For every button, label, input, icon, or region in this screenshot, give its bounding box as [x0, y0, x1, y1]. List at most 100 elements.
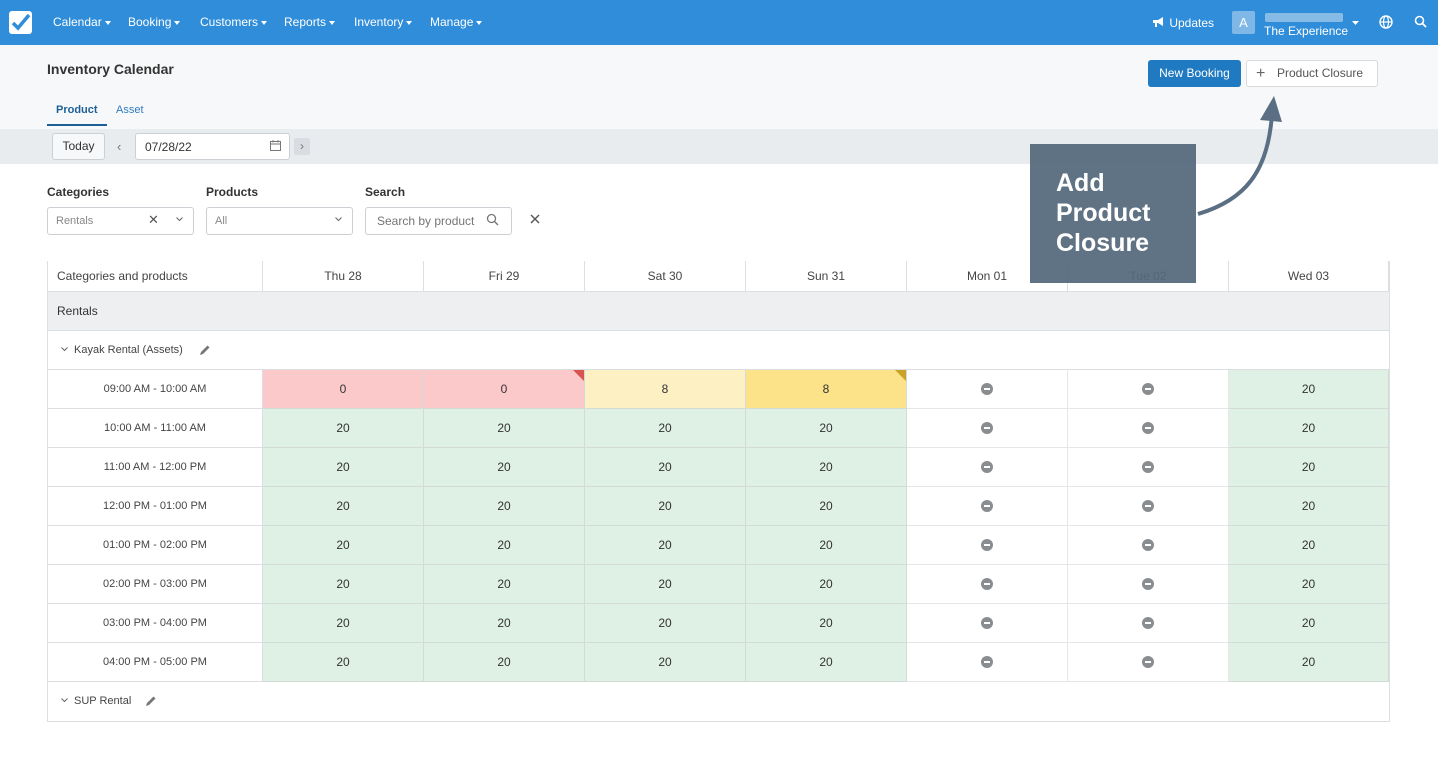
tab-product[interactable]: Product [47, 104, 107, 126]
availability-cell[interactable]: 20 [1229, 526, 1389, 565]
closed-slot-cell[interactable] [907, 487, 1068, 526]
availability-cell[interactable]: 20 [1229, 448, 1389, 487]
product-row-sup[interactable]: SUP Rental [48, 682, 1389, 721]
availability-cell[interactable]: 20 [1229, 643, 1389, 682]
availability-cell[interactable]: 20 [1229, 370, 1389, 409]
closed-slot-cell[interactable] [1068, 604, 1229, 643]
closed-slot-cell[interactable] [907, 604, 1068, 643]
clear-category-icon[interactable]: ✕ [148, 212, 159, 227]
availability-cell[interactable]: 20 [424, 448, 585, 487]
availability-cell[interactable]: 20 [263, 448, 424, 487]
pencil-icon[interactable] [145, 695, 157, 707]
availability-cell[interactable]: 20 [746, 409, 907, 448]
availability-cell[interactable]: 20 [585, 526, 746, 565]
globe-icon[interactable] [1379, 15, 1393, 29]
closed-slot-cell[interactable] [1068, 565, 1229, 604]
availability-cell[interactable]: 20 [424, 487, 585, 526]
closed-slot-cell[interactable] [1068, 409, 1229, 448]
availability-cell[interactable]: 20 [424, 409, 585, 448]
availability-cell[interactable]: 20 [585, 604, 746, 643]
nav-booking[interactable]: Booking [128, 15, 181, 29]
availability-cell[interactable]: 20 [1229, 565, 1389, 604]
closed-slot-cell[interactable] [1068, 526, 1229, 565]
availability-cell[interactable]: 20 [746, 448, 907, 487]
chevron-down-icon[interactable] [335, 217, 342, 222]
date-input[interactable] [135, 133, 290, 160]
closed-slot-cell[interactable] [1068, 448, 1229, 487]
availability-cell[interactable]: 20 [1229, 604, 1389, 643]
availability-cell[interactable]: 20 [263, 643, 424, 682]
chevron-left-icon[interactable]: ‹ [117, 139, 122, 154]
search-icon[interactable] [1414, 15, 1427, 28]
nav-inventory[interactable]: Inventory [354, 15, 413, 29]
avatar[interactable]: A [1232, 11, 1255, 34]
category-row-rentals[interactable]: Rentals [48, 292, 1389, 331]
closed-slot-cell[interactable] [907, 565, 1068, 604]
product-row-kayak[interactable]: Kayak Rental (Assets) [48, 331, 1389, 370]
closed-slot-cell[interactable] [907, 409, 1068, 448]
chevron-right-icon[interactable]: › [294, 138, 310, 155]
availability-cell[interactable]: 20 [263, 604, 424, 643]
tab-asset[interactable]: Asset [116, 104, 144, 116]
closed-slot-cell[interactable] [1068, 370, 1229, 409]
close-icon[interactable] [529, 213, 541, 225]
calendar-icon[interactable] [270, 140, 281, 151]
updates-link[interactable]: Updates [1152, 15, 1214, 30]
availability-cell[interactable]: 20 [263, 487, 424, 526]
nav-reports[interactable]: Reports [284, 15, 336, 29]
availability-cell[interactable]: 20 [424, 604, 585, 643]
page-title: Inventory Calendar [47, 61, 174, 77]
chevron-down-icon[interactable] [61, 347, 68, 352]
user-subtitle[interactable]: The Experience [1264, 24, 1349, 38]
today-button[interactable]: Today [52, 133, 105, 160]
availability-cell[interactable]: 20 [263, 409, 424, 448]
availability-cell[interactable]: 8 [746, 370, 907, 409]
minus-circle-icon [1142, 655, 1154, 668]
availability-cell[interactable]: 0 [424, 370, 585, 409]
chevron-down-icon[interactable] [176, 217, 183, 222]
closed-slot-cell[interactable] [907, 448, 1068, 487]
closed-slot-cell[interactable] [907, 526, 1068, 565]
closed-slot-cell[interactable] [1068, 487, 1229, 526]
nav-customers[interactable]: Customers [200, 15, 268, 29]
new-booking-button[interactable]: New Booking [1148, 60, 1241, 87]
availability-cell[interactable]: 20 [746, 604, 907, 643]
availability-cell[interactable]: 20 [746, 487, 907, 526]
product-closure-button[interactable]: + Product Closure [1246, 60, 1378, 87]
availability-cell[interactable]: 20 [424, 643, 585, 682]
availability-cell[interactable]: 20 [1229, 487, 1389, 526]
availability-cell[interactable]: 20 [585, 409, 746, 448]
day-header: Fri 29 [424, 261, 585, 292]
closed-slot-cell[interactable] [907, 370, 1068, 409]
closed-slot-cell[interactable] [907, 643, 1068, 682]
search-input[interactable] [365, 207, 512, 235]
chevron-down-icon [104, 20, 111, 25]
availability-cell[interactable]: 20 [746, 526, 907, 565]
categories-select[interactable]: Rentals [47, 207, 194, 235]
app-logo-checkmark-icon[interactable] [9, 11, 32, 34]
closed-slot-cell[interactable] [1068, 643, 1229, 682]
availability-count: 20 [497, 538, 511, 552]
chevron-down-icon[interactable] [1352, 21, 1359, 26]
availability-cell[interactable]: 20 [263, 526, 424, 565]
availability-cell[interactable]: 20 [263, 565, 424, 604]
chevron-down-icon[interactable] [61, 698, 68, 703]
availability-cell[interactable]: 20 [585, 643, 746, 682]
availability-cell[interactable]: 20 [746, 565, 907, 604]
availability-cell[interactable]: 20 [585, 565, 746, 604]
availability-cell[interactable]: 0 [263, 370, 424, 409]
products-select[interactable]: All [206, 207, 353, 235]
day-header: Sun 31 [746, 261, 907, 292]
nav-calendar[interactable]: Calendar [53, 15, 111, 29]
availability-cell[interactable]: 20 [585, 448, 746, 487]
availability-cell[interactable]: 20 [424, 565, 585, 604]
search-icon[interactable] [486, 213, 499, 226]
availability-cell[interactable]: 20 [585, 487, 746, 526]
nav-manage[interactable]: Manage [430, 15, 483, 29]
time-slot-label: 01:00 PM - 02:00 PM [48, 526, 263, 565]
availability-cell[interactable]: 8 [585, 370, 746, 409]
availability-cell[interactable]: 20 [746, 643, 907, 682]
pencil-icon[interactable] [199, 344, 211, 356]
availability-cell[interactable]: 20 [1229, 409, 1389, 448]
availability-cell[interactable]: 20 [424, 526, 585, 565]
